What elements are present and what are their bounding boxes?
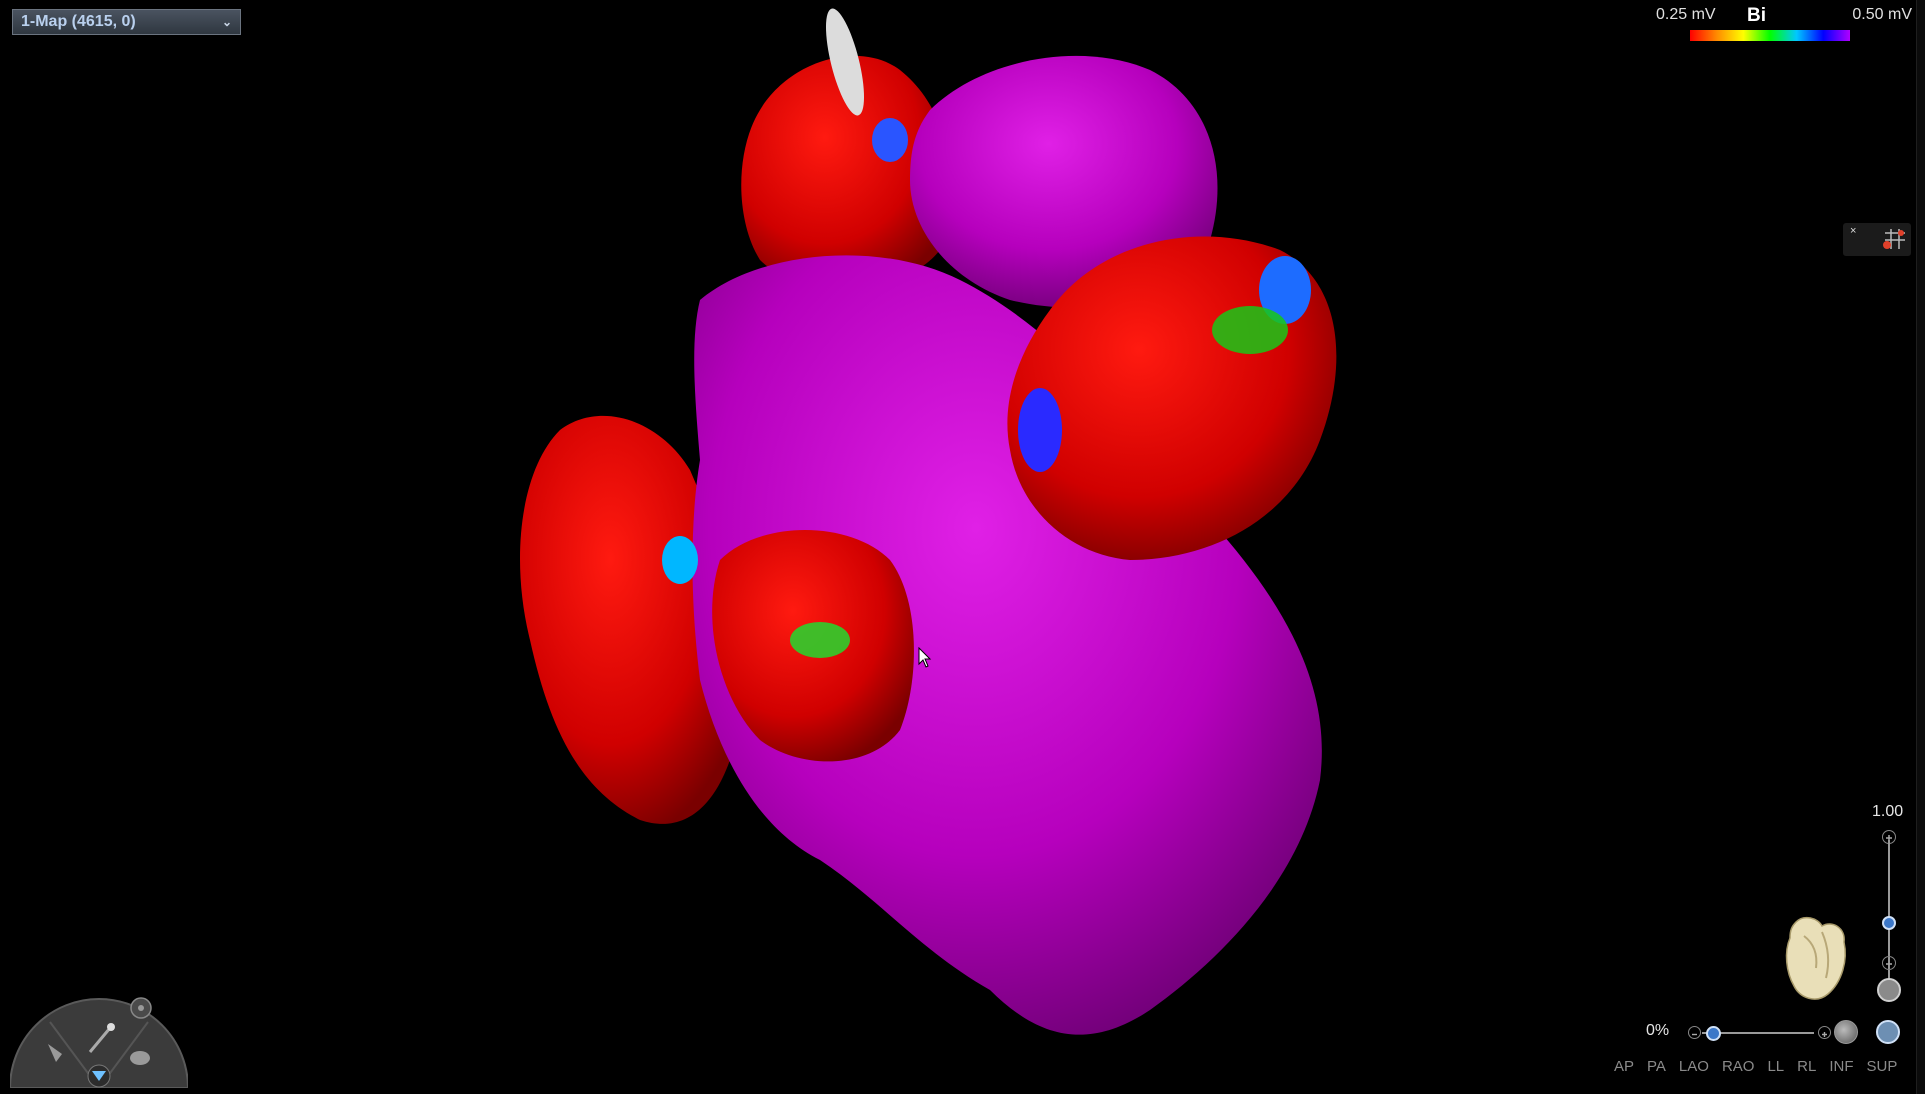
map-selector-dropdown[interactable]: 1-Map (4615, 0) ⌄ [12,9,241,35]
rotate-view-icon[interactable] [1876,1020,1900,1044]
plus-icon[interactable] [1818,1026,1831,1039]
zoom-value: 1.00 [1872,803,1904,820]
view-ll-button[interactable]: LL [1767,1058,1785,1075]
legend-color-bar [1690,30,1850,41]
mouse-cursor-icon [918,647,932,668]
blue-patch-2 [1018,388,1062,472]
magenta-top-lobe [910,55,1218,308]
view-pa-button[interactable]: PA [1647,1058,1666,1075]
zoom-slider-handle[interactable] [1882,916,1896,930]
opacity-slider-handle[interactable] [1706,1026,1721,1041]
view-lao-button[interactable]: LAO [1678,1058,1709,1075]
map-selector-label: 1-Map (4615, 0) [21,13,136,30]
radial-tool-menu[interactable] [10,992,188,1088]
settings-icon[interactable] [130,997,152,1019]
view-inf-button[interactable]: INF [1829,1058,1854,1075]
filter-icon[interactable] [87,1064,111,1088]
transparency-icon[interactable] [1834,1020,1858,1044]
tool-panel[interactable]: × [1843,223,1911,256]
green-patch [1212,306,1288,354]
red-region-top [741,55,950,289]
grid-tool-icon[interactable] [1881,227,1907,251]
view-sup-button[interactable]: SUP [1866,1058,1898,1075]
right-edge-strip [1916,0,1925,1094]
magenta-body [692,255,1322,1035]
zoom-slider-track [1888,840,1890,980]
catheter-tip [825,8,865,116]
view-orientation-buttons: AP PA LAO RAO LL RL INF SUP [1614,1058,1910,1075]
red-region-left [520,415,746,824]
view-ap-button[interactable]: AP [1614,1058,1635,1075]
green-patch-2 [790,622,850,658]
legend-high-label: 0.50 mV [1852,6,1912,23]
select-hand-icon[interactable] [48,1044,62,1062]
legend-low-label: 0.25 mV [1656,6,1716,23]
magic-wand-icon[interactable] [88,1023,115,1053]
minus-icon[interactable] [1688,1026,1701,1039]
voltage-legend: 0.25 mV Bi 0.50 mV [1650,5,1912,46]
legend-mode-label: Bi [1747,5,1766,26]
opacity-value: 0% [1646,1022,1670,1039]
minus-icon[interactable] [1882,956,1896,970]
opacity-slider[interactable] [1688,1024,1832,1042]
zoom-slider[interactable] [1877,830,1901,1002]
pan-hand-icon[interactable] [130,1051,150,1065]
close-icon[interactable]: × [1850,225,1857,237]
chevron-down-icon: ⌄ [221,15,232,29]
view-rl-button[interactable]: RL [1797,1058,1817,1075]
heart-orientation-icon[interactable] [1782,912,1854,1004]
reset-zoom-icon[interactable] [1877,978,1901,1002]
opacity-slider-track [1702,1032,1814,1034]
blue-patch-3 [872,118,908,162]
view-rao-button[interactable]: RAO [1721,1058,1755,1075]
blue-patch [1259,256,1311,324]
cyan-patch [662,536,698,584]
